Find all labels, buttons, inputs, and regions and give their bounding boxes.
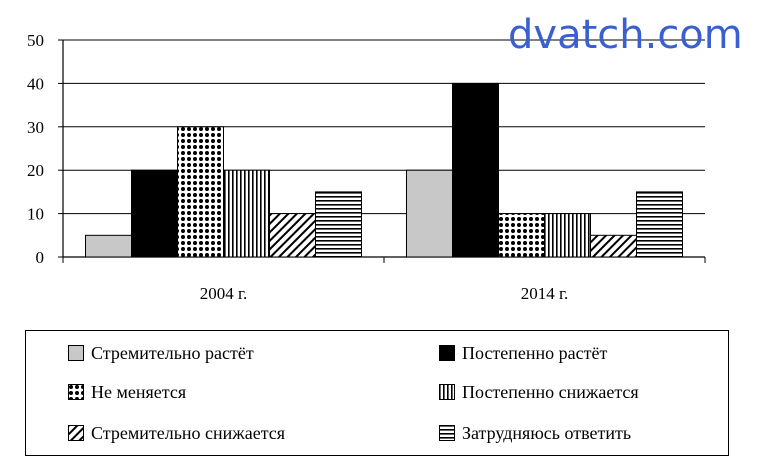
y-tick-label: 50: [27, 31, 44, 50]
bar: [177, 126, 224, 258]
y-tick-label: 30: [27, 118, 44, 137]
legend-swatch: [439, 425, 455, 441]
bar: [452, 82, 499, 258]
bar: [223, 169, 270, 258]
legend-label: Стремительно растёт: [91, 342, 254, 363]
legend-item: Стремительно растёт: [68, 341, 254, 365]
legend-item: Не меняется: [68, 380, 186, 404]
bar: [544, 213, 591, 258]
bar: [269, 213, 316, 258]
y-tick-label: 0: [36, 248, 45, 267]
bar: [636, 191, 683, 258]
x-category-label: 2014 г.: [521, 284, 569, 303]
bar: [315, 191, 362, 258]
legend-item: Затрудняюсь ответить: [439, 421, 631, 445]
bar: [85, 234, 132, 258]
legend-swatch: [68, 425, 84, 441]
bars: [85, 82, 683, 258]
legend-label: Постепенно снижается: [462, 381, 639, 402]
legend-item: Постепенно снижается: [439, 380, 639, 404]
legend-label: Стремительно снижается: [91, 422, 286, 443]
labels: 0 10 20 30 40 50 2004 г. 2014 г.: [27, 31, 568, 303]
bar: [131, 169, 178, 258]
bar: [590, 234, 637, 258]
y-tick-label: 10: [27, 205, 44, 224]
legend-swatch: [439, 345, 455, 361]
y-tick-label: 40: [27, 74, 44, 93]
legend-label: Не меняется: [91, 381, 187, 402]
legend-swatch: [68, 384, 84, 400]
legend-label: Постепенно растёт: [462, 342, 608, 363]
legend-item: Постепенно растёт: [439, 341, 607, 365]
watermark: dvatch.com: [508, 12, 743, 58]
bar-chart: 0 10 20 30 40 50 2004 г. 2014 г. dvatch.com: [27, 12, 743, 303]
bar: [498, 213, 545, 258]
legend-swatch: [439, 384, 455, 400]
x-category-label: 2004 г.: [200, 284, 248, 303]
legend-item: Стремительно снижается: [68, 421, 285, 445]
y-tick-label: 20: [27, 161, 44, 180]
legend-label: Затрудняюсь ответить: [462, 422, 632, 443]
bar: [406, 169, 453, 258]
legend-swatch: [68, 345, 84, 361]
legend: Стремительно растёт Постепенно растёт Не м…: [25, 330, 729, 456]
